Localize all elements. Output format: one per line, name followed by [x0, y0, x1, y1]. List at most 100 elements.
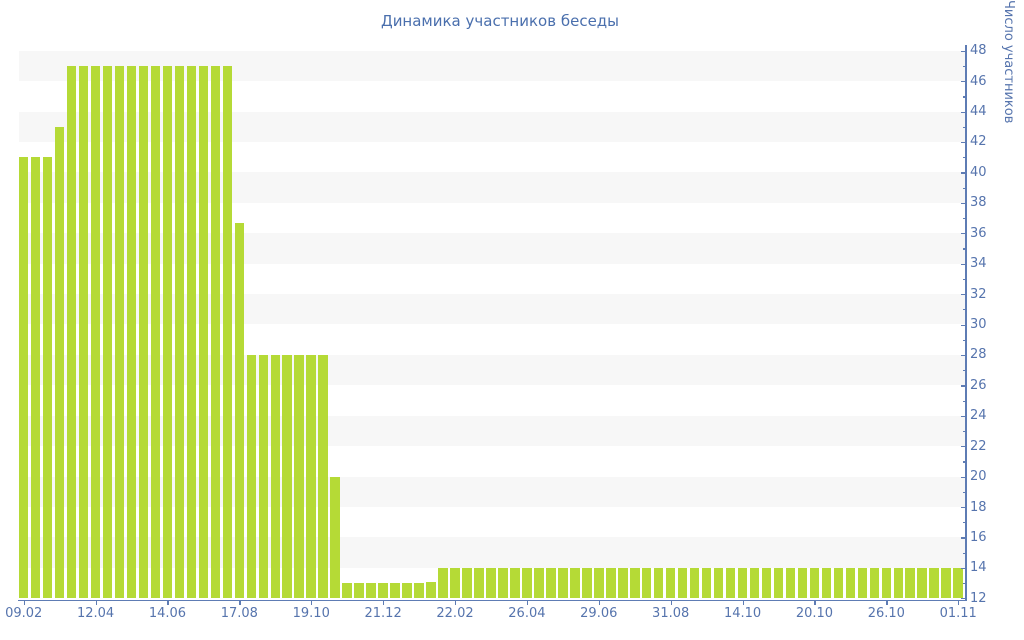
bar[interactable] [653, 567, 664, 599]
bar[interactable] [665, 567, 676, 599]
y-major-tick [960, 294, 966, 296]
bar[interactable] [126, 65, 137, 599]
bar[interactable] [845, 567, 856, 599]
bar[interactable] [893, 567, 904, 599]
bar[interactable] [222, 65, 233, 599]
x-tick [526, 601, 529, 605]
bar[interactable] [462, 567, 472, 599]
bar[interactable] [617, 567, 628, 599]
bar[interactable] [941, 567, 952, 599]
bar[interactable] [246, 354, 257, 599]
bar[interactable] [929, 567, 940, 599]
y-major-tick [960, 141, 966, 144]
bar[interactable] [114, 65, 125, 599]
bar[interactable] [426, 581, 436, 599]
y-minor-tick [962, 218, 966, 220]
bar[interactable] [402, 583, 412, 599]
bar[interactable] [318, 354, 328, 599]
bar[interactable] [641, 567, 652, 599]
bar[interactable] [605, 567, 616, 599]
bar[interactable] [546, 567, 556, 599]
bar[interactable] [498, 567, 508, 599]
bar[interactable] [833, 567, 844, 599]
y-major-tick [960, 263, 966, 265]
x-tick-label: 01.11 [939, 606, 977, 621]
bar[interactable] [570, 567, 580, 599]
bar[interactable] [905, 567, 916, 599]
bar[interactable] [689, 567, 700, 599]
bar[interactable] [737, 567, 748, 599]
bar[interactable] [725, 567, 736, 599]
bar[interactable] [821, 567, 832, 599]
bar[interactable] [378, 583, 388, 599]
bar[interactable] [522, 567, 532, 599]
y-minor-tick [962, 583, 966, 585]
bar[interactable] [677, 567, 688, 599]
bar[interactable] [953, 567, 963, 599]
bar[interactable] [629, 567, 640, 599]
bar[interactable] [510, 567, 520, 599]
bar[interactable] [282, 354, 293, 599]
bar[interactable] [210, 65, 221, 599]
bar[interactable] [474, 567, 484, 599]
bar[interactable] [90, 65, 101, 599]
bar[interactable] [414, 583, 424, 599]
bar[interactable] [749, 567, 760, 599]
bar[interactable] [78, 65, 89, 599]
bar[interactable] [150, 65, 161, 599]
bar[interactable] [258, 354, 269, 599]
bar[interactable] [761, 567, 772, 599]
bar[interactable] [270, 354, 281, 599]
x-tick-label: 14.10 [723, 606, 762, 621]
bar[interactable] [534, 567, 544, 599]
bar[interactable] [234, 222, 245, 599]
x-tick [886, 601, 888, 605]
bar[interactable] [54, 126, 65, 599]
bar[interactable] [450, 567, 460, 599]
bar[interactable] [390, 583, 400, 599]
bar[interactable] [809, 567, 820, 599]
bar[interactable] [366, 583, 376, 599]
bar[interactable] [186, 65, 197, 599]
bar[interactable] [881, 567, 892, 599]
bar[interactable] [701, 567, 712, 599]
y-major-tick [960, 567, 966, 570]
bar[interactable] [330, 476, 340, 599]
bar[interactable] [593, 567, 604, 599]
bar[interactable] [917, 567, 928, 599]
x-tick-label: 17.08 [220, 606, 258, 621]
bar[interactable] [785, 567, 796, 599]
x-tick-label: 09.02 [5, 606, 43, 621]
bar[interactable] [713, 567, 724, 599]
bar[interactable] [869, 567, 880, 599]
bar[interactable] [162, 65, 173, 599]
bar[interactable] [306, 354, 317, 599]
bar[interactable] [582, 567, 592, 599]
bar[interactable] [857, 567, 868, 599]
bar[interactable] [174, 65, 185, 599]
y-minor-tick [962, 400, 966, 402]
y-tick-label: 32 [970, 286, 987, 302]
y-major-tick [960, 50, 966, 52]
bar[interactable] [773, 567, 784, 599]
bar[interactable] [342, 583, 352, 599]
x-axis-line [18, 599, 967, 601]
bar[interactable] [797, 567, 808, 599]
bar[interactable] [486, 567, 496, 599]
grid-band [18, 294, 965, 325]
bar[interactable] [558, 567, 568, 599]
bar[interactable] [66, 65, 77, 599]
x-tick-label: 22.02 [436, 606, 474, 621]
y-tick-label: 16 [970, 529, 987, 545]
bar[interactable] [18, 157, 29, 599]
bar[interactable] [30, 157, 41, 599]
bar[interactable] [294, 354, 305, 599]
bar[interactable] [354, 583, 364, 599]
y-minor-tick [962, 430, 966, 433]
bar[interactable] [102, 65, 113, 599]
bar[interactable] [198, 65, 209, 599]
bar[interactable] [138, 65, 149, 599]
y-minor-tick [962, 370, 966, 372]
bar[interactable] [438, 567, 448, 599]
bar[interactable] [42, 157, 53, 599]
